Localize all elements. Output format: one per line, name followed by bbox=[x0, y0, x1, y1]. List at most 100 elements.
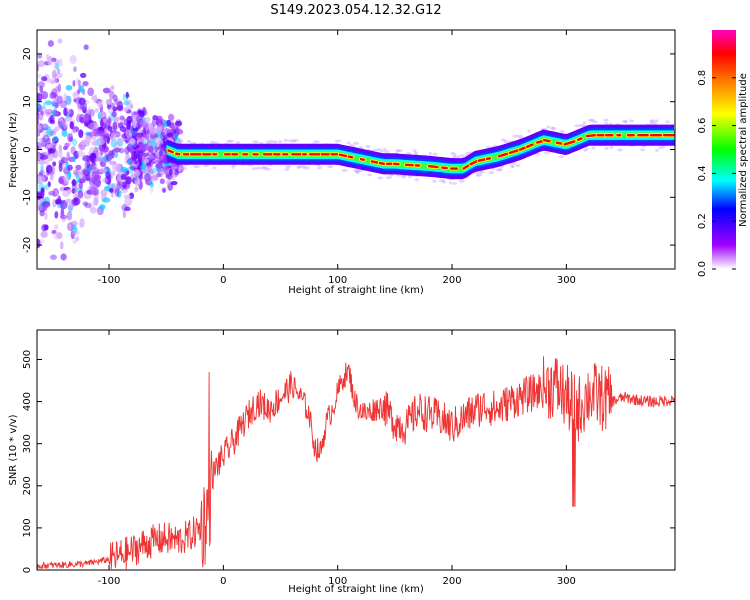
spectral-blob bbox=[155, 163, 163, 169]
spectral-halo bbox=[617, 148, 624, 152]
spectral-blob bbox=[78, 129, 84, 138]
spectral-blob bbox=[137, 154, 142, 162]
spectral-blob bbox=[89, 185, 97, 196]
spectral-blob bbox=[76, 173, 80, 184]
spectral-halo bbox=[640, 148, 646, 152]
colorbar-gradient bbox=[712, 30, 736, 269]
spectral-halo bbox=[383, 150, 390, 154]
spectral-blob bbox=[52, 161, 57, 167]
spectral-blob bbox=[62, 189, 70, 197]
spectral-blob bbox=[40, 154, 48, 160]
spectral-blob bbox=[94, 107, 99, 113]
spectral-blob bbox=[119, 116, 126, 121]
ridge-core bbox=[585, 133, 597, 138]
spectral-blob bbox=[37, 142, 42, 151]
spectral-blob bbox=[152, 167, 159, 174]
spectral-blob bbox=[102, 87, 111, 94]
spectral-blob bbox=[173, 170, 180, 176]
spectral-blob bbox=[45, 111, 51, 117]
spectral-blob bbox=[51, 229, 57, 235]
spectral-blob bbox=[40, 151, 49, 160]
snr-x-label: Height of straight line (km) bbox=[288, 584, 424, 595]
spectral-blob bbox=[43, 160, 50, 165]
spectral-blob bbox=[90, 141, 99, 146]
ridge-core bbox=[497, 152, 509, 158]
spectral-blob bbox=[101, 156, 109, 162]
spectral-halo bbox=[407, 174, 413, 178]
spectral-blob bbox=[65, 85, 73, 91]
spectral-blob bbox=[92, 160, 97, 171]
ridge-core bbox=[427, 165, 439, 169]
spectral-halo bbox=[171, 166, 178, 170]
x-tick-label: 0 bbox=[220, 275, 226, 286]
spectral-halo bbox=[255, 166, 262, 170]
spectral-blob bbox=[47, 143, 53, 149]
spectral-halo bbox=[512, 161, 517, 165]
spectral-blob bbox=[37, 73, 43, 79]
spectral-blob bbox=[73, 98, 77, 103]
spectral-blob bbox=[103, 135, 109, 142]
spectral-blob bbox=[42, 204, 48, 212]
snr-marks bbox=[37, 356, 675, 570]
spectral-blob bbox=[47, 55, 53, 66]
spectral-halo bbox=[479, 170, 485, 174]
y-tick-label: 20 bbox=[22, 48, 33, 61]
x-tick-label: 300 bbox=[557, 576, 576, 587]
spectral-blob bbox=[45, 128, 54, 137]
spectral-blob bbox=[51, 79, 55, 85]
spectral-blob bbox=[37, 117, 40, 125]
spectral-halo bbox=[495, 168, 503, 172]
spectral-halo bbox=[303, 166, 310, 170]
spectral-blob bbox=[120, 166, 129, 173]
spectral-halo bbox=[285, 165, 291, 169]
spectral-blob bbox=[73, 187, 80, 194]
spectral-blob bbox=[56, 95, 63, 104]
spectral-blob bbox=[42, 123, 49, 129]
spectral-blob bbox=[97, 100, 103, 109]
spectral-blob bbox=[166, 132, 174, 137]
spectral-blob bbox=[151, 175, 159, 182]
spectral-blob bbox=[46, 152, 54, 162]
spectral-blob bbox=[114, 98, 119, 105]
spectral-halo bbox=[210, 140, 216, 144]
spectral-halo bbox=[591, 146, 596, 150]
colorbar-tick-label: 0.0 bbox=[697, 261, 708, 277]
spectral-blob bbox=[112, 121, 118, 131]
spectral-blob bbox=[134, 186, 139, 193]
spectral-blob bbox=[60, 206, 65, 216]
spectral-halo bbox=[284, 167, 290, 171]
spectral-halo bbox=[288, 139, 295, 143]
spectral-blob bbox=[71, 129, 77, 135]
spectral-blob bbox=[79, 84, 85, 94]
spectral-blob bbox=[37, 101, 41, 109]
spectral-blob bbox=[144, 158, 150, 164]
spectral-blob bbox=[37, 125, 40, 134]
spectral-blob bbox=[116, 189, 122, 198]
figure-title: S149.2023.054.12.32.G12 bbox=[270, 3, 441, 18]
spectral-blob bbox=[100, 189, 108, 197]
spectral-blob bbox=[64, 142, 70, 149]
spectral-halo bbox=[327, 165, 334, 169]
spectral-blob bbox=[91, 164, 98, 172]
spectral-blob bbox=[148, 152, 154, 160]
spectral-blob bbox=[108, 160, 117, 165]
spectral-blob bbox=[41, 76, 48, 82]
snr-y-label: SNR (10 * v/v) bbox=[8, 414, 19, 485]
x-tick-label: 200 bbox=[442, 275, 461, 286]
spectral-blob bbox=[96, 155, 104, 163]
ridge-core bbox=[577, 137, 583, 141]
spectral-blob bbox=[76, 89, 80, 95]
spectral-blob bbox=[39, 238, 45, 244]
ridge-core bbox=[525, 143, 534, 148]
spectral-blob bbox=[129, 138, 136, 145]
spectral-halo bbox=[231, 165, 235, 169]
spectral-blob bbox=[51, 102, 58, 108]
spectral-blob bbox=[47, 40, 54, 47]
spectral-halo bbox=[654, 148, 660, 152]
snr-line bbox=[37, 356, 675, 570]
spectral-blob bbox=[98, 126, 103, 132]
spectral-halo bbox=[228, 139, 234, 143]
spectral-halo bbox=[169, 163, 174, 167]
spectral-blob bbox=[43, 184, 50, 190]
